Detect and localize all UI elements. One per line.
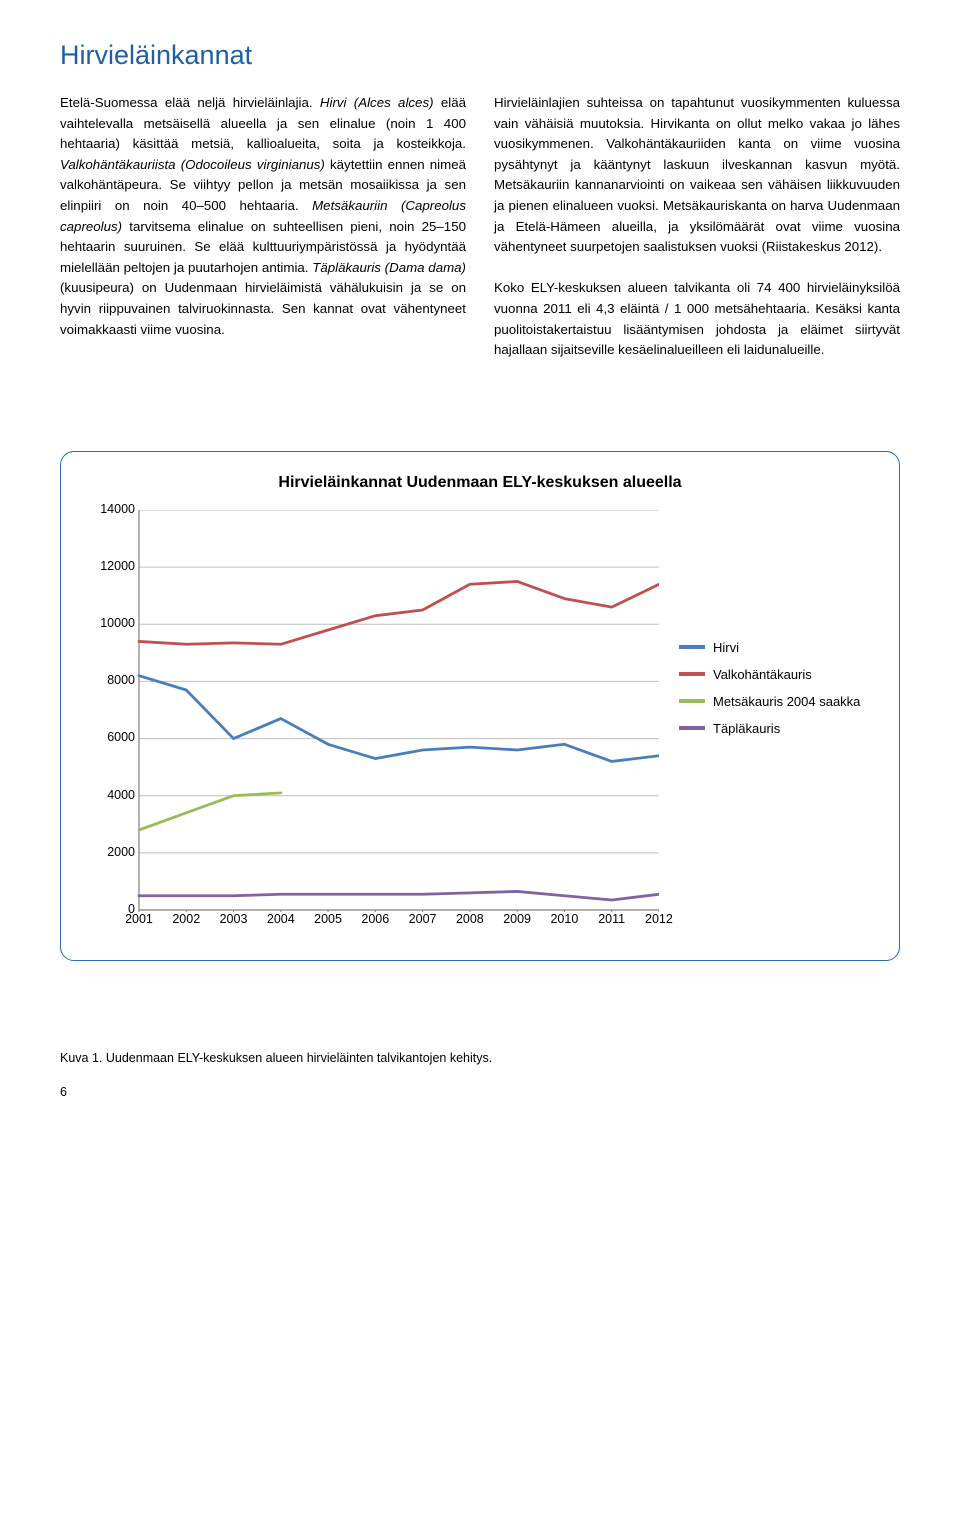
legend-swatch [679, 699, 705, 703]
y-tick-label: 12000 [93, 559, 135, 573]
series-line [139, 793, 281, 830]
left-column: Etelä-Suomessa elää neljä hirvieläinlaji… [60, 93, 466, 361]
body-columns: Etelä-Suomessa elää neljä hirvieläinlaji… [60, 93, 900, 361]
x-tick-label: 2011 [588, 912, 635, 926]
chart-legend: Hirvi Valkohäntäkauris Metsäkauris 2004 sa… [679, 640, 860, 748]
legend-item: Täpläkauris [679, 721, 860, 736]
legend-label: Hirvi [713, 640, 739, 655]
chart-title: Hirvieläinkannat Uudenmaan ELY-keskuksen… [93, 474, 867, 492]
chart-card: Hirvieläinkannat Uudenmaan ELY-keskuksen… [60, 451, 900, 961]
series-line [139, 676, 659, 762]
x-tick-label: 2007 [399, 912, 446, 926]
x-tick-label: 2004 [257, 912, 304, 926]
x-tick-label: 2002 [163, 912, 210, 926]
figure-caption: Kuva 1. Uudenmaan ELY-keskuksen alueen h… [60, 1051, 900, 1065]
legend-swatch [679, 726, 705, 730]
legend-label: Valkohäntäkauris [713, 667, 812, 682]
legend-swatch [679, 672, 705, 676]
x-tick-label: 2009 [493, 912, 540, 926]
chart-svg [93, 510, 659, 912]
legend-label: Metsäkauris 2004 saakka [713, 694, 860, 709]
x-tick-label: 2012 [635, 912, 682, 926]
x-tick-label: 2003 [210, 912, 257, 926]
chart-plot: 0200040006000800010000120001400020012002… [93, 510, 659, 932]
x-tick-label: 2005 [304, 912, 351, 926]
y-tick-label: 10000 [93, 616, 135, 630]
x-tick-label: 2008 [446, 912, 493, 926]
page-title: Hirvieläinkannat [60, 40, 900, 71]
y-tick-label: 0 [93, 902, 135, 916]
x-tick-label: 2010 [541, 912, 588, 926]
legend-swatch [679, 645, 705, 649]
y-tick-label: 6000 [93, 730, 135, 744]
series-line [139, 581, 659, 644]
y-tick-label: 8000 [93, 673, 135, 687]
page-number: 6 [60, 1085, 900, 1099]
series-line [139, 891, 659, 900]
y-tick-label: 14000 [93, 502, 135, 516]
legend-label: Täpläkauris [713, 721, 780, 736]
x-tick-label: 2006 [352, 912, 399, 926]
legend-item: Metsäkauris 2004 saakka [679, 694, 860, 709]
y-tick-label: 4000 [93, 788, 135, 802]
legend-item: Valkohäntäkauris [679, 667, 860, 682]
right-column: Hirvieläinlajien suhteissa on tapahtunut… [494, 93, 900, 361]
y-tick-label: 2000 [93, 845, 135, 859]
legend-item: Hirvi [679, 640, 860, 655]
